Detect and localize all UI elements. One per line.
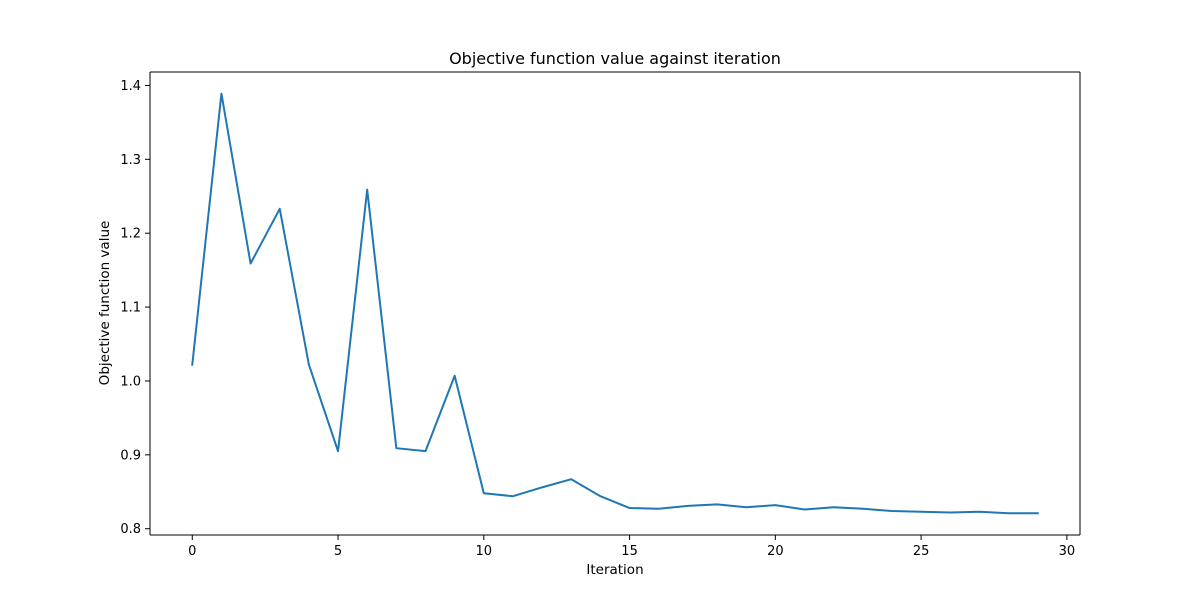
plot-area: 0 5 10 15 20 25 30 0.8 0.9 1.0 1.1 1.2 1.3 1.4 — [120, 71, 1081, 559]
x-tick-label: 0 — [188, 544, 196, 559]
y-tick-label: 0.9 — [120, 448, 141, 463]
x-axis-label: Iteration — [586, 562, 643, 578]
x-tick-label: 30 — [1059, 544, 1076, 559]
x-tick-label: 5 — [334, 544, 342, 559]
series-line-0 — [191, 92, 1039, 515]
y-tick-label: 1.4 — [120, 79, 141, 94]
y-axis-label: Objective function value — [97, 221, 113, 386]
y-tick-label: 1.0 — [120, 374, 141, 389]
y-tick-label: 1.3 — [120, 153, 141, 168]
y-tick-label: 0.8 — [120, 522, 141, 537]
x-tick-label: 25 — [913, 544, 930, 559]
chart-title: Objective function value against iterati… — [449, 49, 781, 68]
y-tick-label: 1.1 — [120, 301, 141, 316]
x-tick-label: 10 — [476, 544, 493, 559]
x-tick-label: 15 — [621, 544, 638, 559]
y-tick-label: 1.2 — [120, 227, 141, 242]
x-tick-label: 20 — [767, 544, 784, 559]
